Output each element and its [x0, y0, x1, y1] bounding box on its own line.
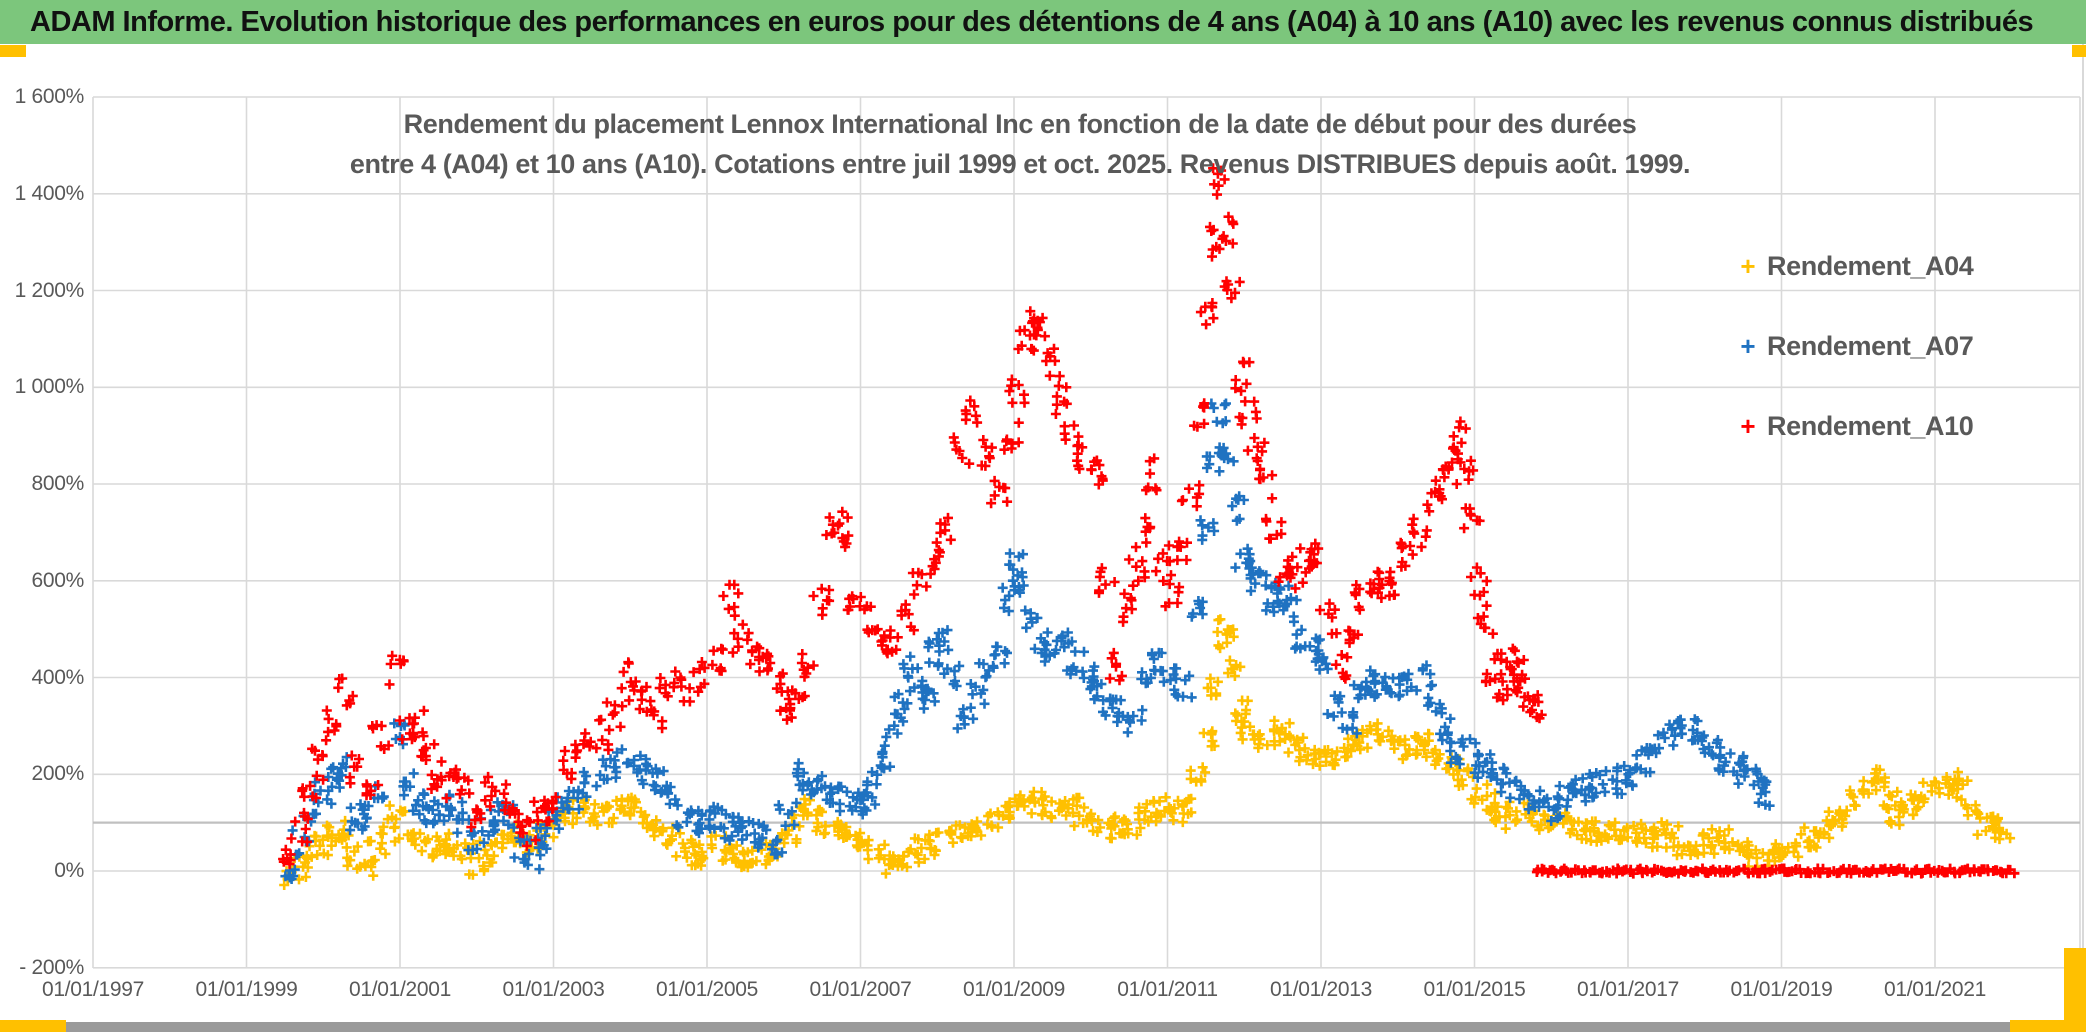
x-axis-tick-label: 01/01/1999 [195, 978, 298, 1001]
corner-accent-bottom-left [0, 1020, 66, 1032]
report-title: ADAM Informe. Evolution historique des p… [30, 5, 2034, 38]
series-rendement_a10 [278, 163, 1547, 870]
legend-label: Rendement_A07 [1767, 330, 1974, 361]
corner-accent-top-left [0, 45, 26, 57]
y-axis-tick-label: 1 200% [14, 278, 85, 302]
x-axis-tick-label: 01/01/2003 [502, 978, 605, 1001]
y-axis-tick-label: - 200% [19, 955, 84, 979]
legend-label: Rendement_A10 [1767, 410, 1974, 441]
x-axis-tick-label: 01/01/2007 [809, 978, 912, 1001]
plus-marker-icon: + [1740, 331, 1756, 361]
legend-label: Rendement_A04 [1767, 250, 1974, 281]
chart-title-line1: Rendement du placement Lennox Internatio… [403, 109, 1637, 139]
chart-title-line2: entre 4 (A04) et 10 ans (A10). Cotations… [349, 149, 1691, 179]
report-header-bar: ADAM Informe. Evolution historique des p… [0, 0, 2086, 44]
y-axis-tick-label: 200% [31, 762, 84, 786]
x-axis-tick-label: 01/01/1997 [41, 978, 145, 1001]
y-axis-tick-label: 1 400% [14, 181, 85, 205]
window-bottom-edge [0, 1022, 2086, 1032]
x-axis-tick-label: 01/01/2009 [962, 978, 1066, 1001]
x-axis-tick-label: 01/01/2011 [1117, 978, 1218, 1001]
corner-accent-bottom-right [2010, 1020, 2086, 1032]
legend-item-rendement-a10[interactable]: + Rendement_A10 [1735, 394, 1973, 458]
plus-marker-icon: + [1740, 251, 1756, 281]
x-axis-tick-label: 01/01/2015 [1423, 978, 1526, 1001]
chart-area[interactable]: Rendement du placement Lennox Internatio… [0, 44, 2086, 1032]
legend-item-rendement-a07[interactable]: + Rendement_A07 [1735, 314, 1973, 378]
series-rendement_a10-zero-line [1531, 863, 2020, 879]
x-axis-tick-label: 01/01/2005 [655, 978, 759, 1001]
legend-item-rendement-a04[interactable]: + Rendement_A04 [1735, 234, 1973, 298]
y-axis-tick-label: 800% [31, 472, 84, 495]
x-axis-tick-label: 01/01/2017 [1576, 978, 1680, 1001]
y-axis-tick-label: 0% [54, 859, 84, 882]
x-axis-tick-label: 01/01/2001 [348, 978, 452, 1001]
chart-title-block: Rendement du placement Lennox Internatio… [260, 104, 1780, 184]
y-axis-tick-label: 400% [31, 665, 84, 689]
series-rendement_a07 [280, 398, 1775, 884]
y-axis-tick-label: 600% [31, 568, 84, 592]
y-axis-tick-label: 1 600% [14, 85, 85, 108]
x-axis-tick-label: 01/01/2021 [1883, 978, 1987, 1001]
scatter-plot-canvas [92, 96, 2081, 969]
chart-right-border [2082, 44, 2084, 1032]
y-axis-tick-label: 1 000% [14, 375, 85, 399]
corner-accent-bottom-right [2064, 948, 2086, 1032]
x-axis-tick-label: 01/01/2013 [1269, 978, 1373, 1001]
x-axis-tick-label: 01/01/2019 [1730, 978, 1833, 1001]
chart-legend: + Rendement_A04 + Rendement_A07 + Rendem… [1735, 234, 1973, 474]
plus-marker-icon: + [1740, 411, 1756, 441]
series-rendement_a04 [279, 614, 2016, 890]
corner-accent-top-right [2072, 45, 2086, 57]
